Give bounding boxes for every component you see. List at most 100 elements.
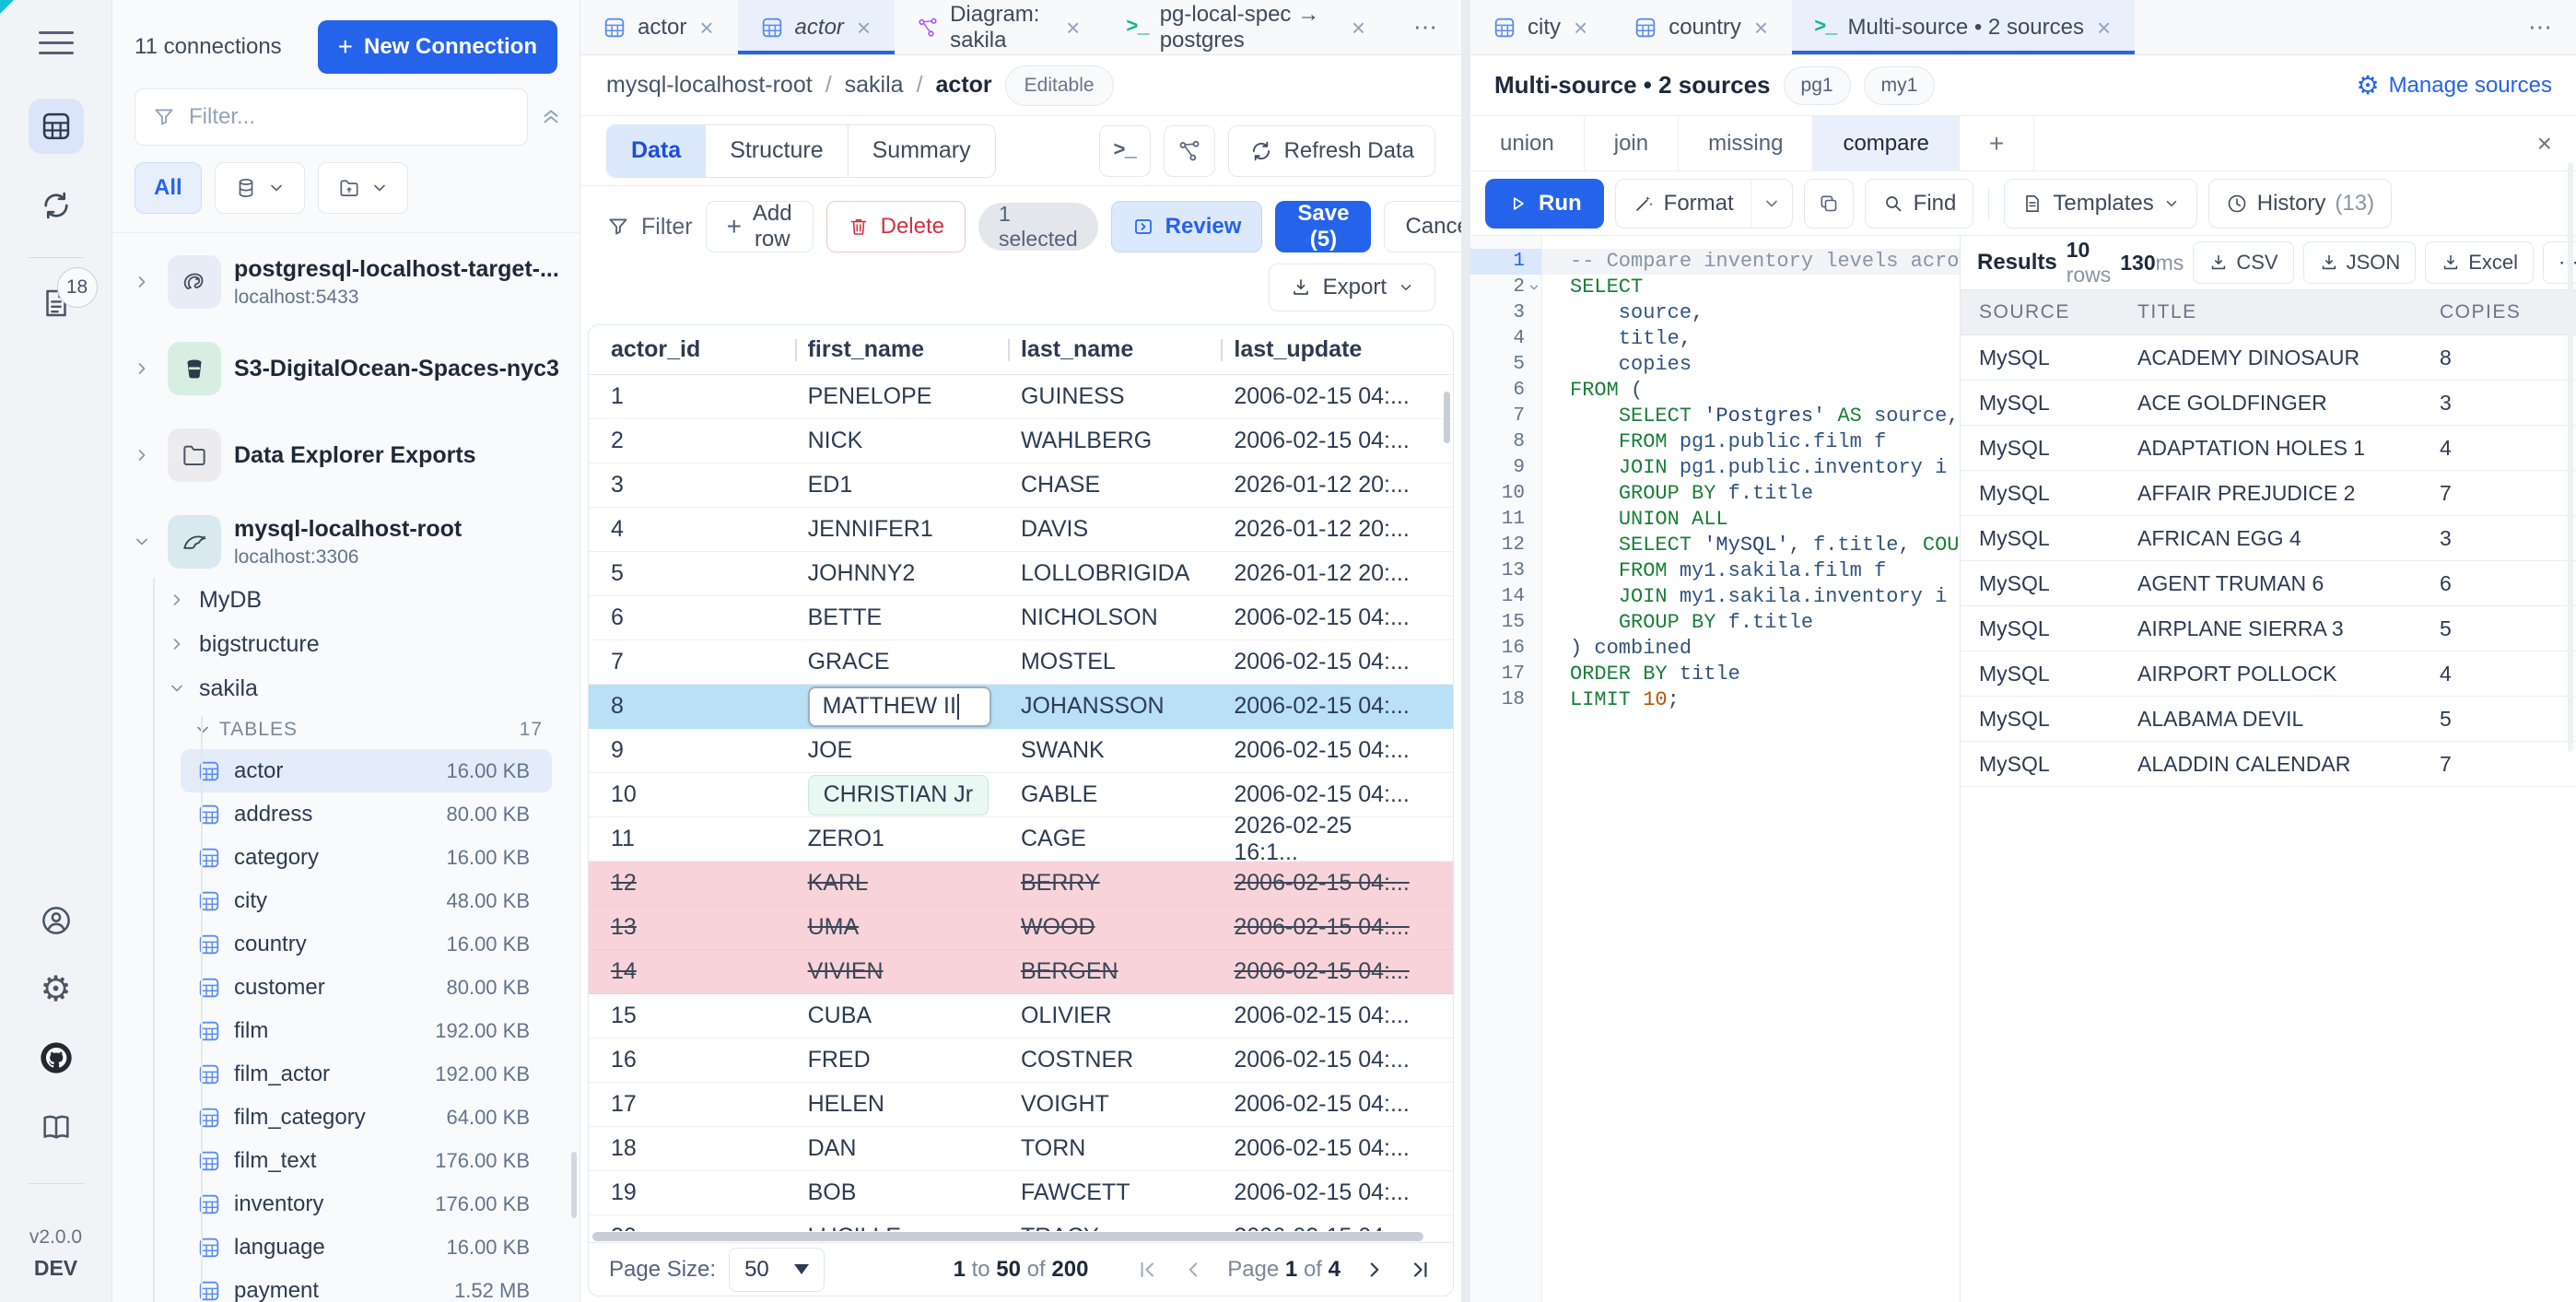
database-mydb[interactable]: MyDB bbox=[122, 578, 567, 622]
filter-chip-databases[interactable] bbox=[214, 162, 305, 214]
menu-icon[interactable] bbox=[38, 24, 74, 62]
column-header-last-name[interactable]: last_name bbox=[1021, 336, 1234, 363]
results-row[interactable]: MySQL AFFAIR PREJUDICE 2 7 bbox=[1961, 471, 2576, 516]
close-icon[interactable]: × bbox=[1066, 13, 1081, 41]
prev-page-button[interactable] bbox=[1181, 1258, 1205, 1282]
export-json-button[interactable]: JSON bbox=[2302, 241, 2417, 284]
tab-overflow-button[interactable]: ⋯ bbox=[1413, 13, 1437, 41]
table-row-5[interactable]: 5 JOHNNY2 LOLLOBRIGIDA 2026-01-12 20:... bbox=[589, 552, 1453, 596]
tables-section-header[interactable]: TABLES 17 bbox=[181, 710, 567, 749]
database-bigstructure[interactable]: bigstructure bbox=[122, 622, 567, 666]
close-icon[interactable]: × bbox=[1351, 13, 1365, 41]
next-page-button[interactable] bbox=[1363, 1258, 1387, 1282]
database-sakila[interactable]: sakila bbox=[122, 666, 567, 710]
table-row-20[interactable]: 20LUCILLETRACY2006-02-15 04:... bbox=[589, 1215, 1453, 1231]
docs-book-icon[interactable] bbox=[39, 1109, 74, 1144]
copy-button[interactable] bbox=[1803, 178, 1854, 229]
first-page-button[interactable] bbox=[1135, 1258, 1159, 1282]
add-row-button[interactable]: + Add row bbox=[705, 201, 814, 252]
tab-overflow-button[interactable]: ⋯ bbox=[2528, 13, 2552, 41]
last-page-button[interactable] bbox=[1409, 1258, 1433, 1282]
connection-postgresql-localhost-target[interactable]: postgresql-localhost-target-... localhost… bbox=[122, 246, 567, 318]
format-button[interactable]: Format bbox=[1616, 180, 1751, 228]
find-button[interactable]: Find bbox=[1864, 178, 1974, 229]
connection-s3-digitalocean-spaces-nyc3[interactable]: S3-DigitalOcean-Spaces-nyc3 bbox=[122, 333, 567, 405]
github-icon[interactable] bbox=[38, 1039, 75, 1076]
tab-pg-local-spec-postgres[interactable]: >_ pg-local-spec → postgres × bbox=[1104, 0, 1389, 54]
table-row-8[interactable]: 8 MATTHEW II JOHANSSON 2006-02-15 04:... bbox=[589, 685, 1453, 729]
source-pill-pg1[interactable]: pg1 bbox=[1783, 65, 1851, 105]
settings-gear-icon[interactable]: ⚙ bbox=[40, 968, 72, 1009]
view-tab-summary[interactable]: Summary bbox=[847, 124, 995, 177]
templates-button[interactable]: Templates bbox=[2004, 178, 2197, 229]
sidebar-table-film[interactable]: film 192.00 KB bbox=[181, 1009, 552, 1052]
panel-divider[interactable] bbox=[1461, 0, 1470, 1302]
column-header-first-name[interactable]: first_name bbox=[808, 336, 1021, 363]
connection-mysql-localhost-root[interactable]: mysql-localhost-root localhost:3306 bbox=[122, 506, 567, 578]
tables-nav-button[interactable] bbox=[28, 99, 84, 154]
table-row-4[interactable]: 4 JENNIFER1 DAVIS 2026-01-12 20:... bbox=[589, 508, 1453, 552]
new-connection-button[interactable]: + New Connection bbox=[317, 20, 557, 74]
table-row-14[interactable]: 14 VIVIEN BERGEN 2006-02-15 04:... bbox=[589, 950, 1453, 994]
column-header-actor-id[interactable]: actor_id bbox=[611, 336, 701, 362]
table-row-7[interactable]: 7 GRACE MOSTEL 2006-02-15 04:... bbox=[589, 640, 1453, 685]
column-header-last-update[interactable]: last_update bbox=[1234, 336, 1431, 363]
sidebar-table-film-text[interactable]: film_text 176.00 KB bbox=[181, 1139, 552, 1182]
sidebar-table-payment[interactable]: payment 1.52 MB bbox=[181, 1269, 552, 1302]
table-row-3[interactable]: 3 ED1 CHASE 2026-01-12 20:... bbox=[589, 463, 1453, 508]
tab-city[interactable]: city × bbox=[1470, 0, 1611, 54]
tab-multi-source-2-sources[interactable]: >_ Multi-source • 2 sources × bbox=[1792, 0, 2136, 54]
add-query-tab-button[interactable]: + bbox=[1960, 116, 2035, 170]
history-button[interactable]: History (13) bbox=[2207, 178, 2393, 229]
results-column-copies[interactable]: COPIES bbox=[2440, 301, 2522, 323]
results-row[interactable]: MySQL AFRICAN EGG 4 3 bbox=[1961, 516, 2576, 561]
tab-actor[interactable]: actor × bbox=[737, 0, 896, 54]
table-row-13[interactable]: 13 UMA WOOD 2006-02-15 04:... bbox=[589, 906, 1453, 950]
save-button[interactable]: Save (5) bbox=[1275, 201, 1372, 252]
sidebar-scrollbar[interactable] bbox=[571, 1152, 577, 1218]
review-button[interactable]: Review bbox=[1110, 201, 1263, 252]
results-column-title[interactable]: TITLE bbox=[2137, 301, 2197, 323]
filter-button[interactable]: Filter bbox=[606, 214, 693, 240]
tab-diagram-sakila[interactable]: Diagram: sakila × bbox=[895, 0, 1104, 54]
table-row-6[interactable]: 6 BETTE NICHOLSON 2006-02-15 04:... bbox=[589, 596, 1453, 640]
export-excel-button[interactable]: Excel bbox=[2425, 241, 2535, 284]
close-icon[interactable]: × bbox=[1574, 13, 1588, 41]
sidebar-table-city[interactable]: city 48.00 KB bbox=[181, 879, 552, 922]
table-row-12[interactable]: 12 KARL BERRY 2006-02-15 04:... bbox=[589, 862, 1453, 906]
table-row-10[interactable]: 10 CHRISTIAN Jr GABLE 2006-02-15 04:... bbox=[589, 773, 1453, 817]
sidebar-table-actor[interactable]: actor 16.00 KB bbox=[181, 749, 552, 792]
close-icon[interactable]: × bbox=[2096, 13, 2112, 41]
close-panel-icon[interactable]: × bbox=[2536, 128, 2552, 158]
results-column-source[interactable]: SOURCE bbox=[1979, 301, 2070, 323]
filter-chip-all[interactable]: All bbox=[135, 162, 202, 214]
breadcrumb-table[interactable]: actor bbox=[935, 72, 992, 98]
view-tab-data[interactable]: Data bbox=[607, 124, 706, 177]
documents-nav-button[interactable]: 18 bbox=[39, 267, 98, 327]
tab-country[interactable]: country × bbox=[1611, 0, 1792, 54]
tab-actor[interactable]: actor × bbox=[580, 0, 738, 54]
results-row[interactable]: MySQL AIRPORT POLLOCK 4 bbox=[1961, 651, 2576, 697]
breadcrumb-database[interactable]: sakila bbox=[844, 72, 904, 98]
grid-horizontal-scrollbar[interactable] bbox=[589, 1231, 1453, 1242]
table-row-2[interactable]: 2 NICK WAHLBERG 2006-02-15 04:... bbox=[589, 419, 1453, 463]
table-row-15[interactable]: 15 CUBA OLIVIER 2006-02-15 04:... bbox=[589, 994, 1453, 1038]
sync-nav-button[interactable] bbox=[29, 178, 84, 233]
query-subtab-join[interactable]: join bbox=[1585, 116, 1680, 170]
export-button[interactable]: Export bbox=[1268, 264, 1435, 311]
table-row-16[interactable]: 16 FRED COSTNER 2006-02-15 04:... bbox=[589, 1038, 1453, 1083]
source-pill-my1[interactable]: my1 bbox=[1863, 65, 1936, 105]
format-options-chevron[interactable] bbox=[1750, 179, 1792, 228]
export-csv-button[interactable]: CSV bbox=[2193, 241, 2294, 284]
table-row-17[interactable]: 17 HELEN VOIGHT 2006-02-15 04:... bbox=[589, 1083, 1453, 1127]
sidebar-table-film-actor[interactable]: film_actor 192.00 KB bbox=[181, 1052, 552, 1096]
sidebar-table-film-category[interactable]: film_category 64.00 KB bbox=[181, 1096, 552, 1139]
collapse-all-icon[interactable] bbox=[539, 105, 563, 129]
close-icon[interactable]: × bbox=[1753, 13, 1769, 41]
table-row-9[interactable]: 9 JOE SWANK 2006-02-15 04:... bbox=[589, 729, 1453, 773]
page-size-select[interactable]: 50 bbox=[729, 1247, 825, 1292]
results-row[interactable]: MySQL AGENT TRUMAN 6 6 bbox=[1961, 561, 2576, 606]
query-subtab-compare[interactable]: compare bbox=[1813, 116, 1960, 170]
user-icon[interactable] bbox=[39, 903, 74, 938]
results-row[interactable]: MySQL ADAPTATION HOLES 1 4 bbox=[1961, 426, 2576, 471]
